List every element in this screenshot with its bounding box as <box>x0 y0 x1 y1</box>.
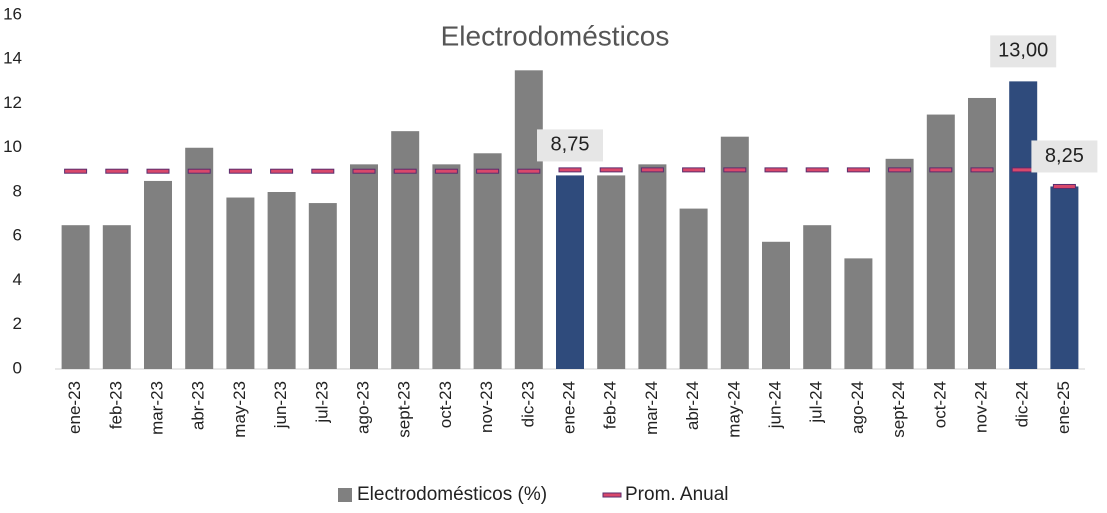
avg-marker <box>805 167 829 173</box>
avg-marker <box>846 167 870 173</box>
avg-marker <box>558 167 582 173</box>
x-tick-label: oct-23 <box>436 381 455 428</box>
y-tick-label: 16 <box>3 4 22 23</box>
bar <box>968 97 996 369</box>
data-label-box <box>1031 140 1098 173</box>
x-tick-label: mar-24 <box>642 381 661 435</box>
avg-marker <box>146 168 170 174</box>
bar <box>638 164 667 369</box>
bar <box>102 225 131 369</box>
bar <box>308 203 337 369</box>
bar <box>720 136 749 369</box>
avg-marker <box>311 168 335 174</box>
x-tick-label: ago-24 <box>848 381 867 434</box>
x-tick-label: mar-23 <box>147 381 166 435</box>
x-tick-label: sept-23 <box>395 381 414 438</box>
avg-marker <box>105 168 129 174</box>
bar <box>514 70 543 369</box>
y-tick-label: 0 <box>13 358 22 377</box>
avg-marker <box>682 167 706 173</box>
avg-marker <box>1011 167 1035 173</box>
x-tick-label: oct-24 <box>930 381 949 428</box>
data-label-box <box>537 129 603 162</box>
bar <box>926 114 955 369</box>
avg-marker <box>64 168 88 174</box>
x-tick-label: feb-24 <box>601 381 620 429</box>
x-tick-label: ene-23 <box>65 381 84 434</box>
legend-swatch <box>338 488 352 502</box>
x-tick-label: jul-24 <box>807 381 826 424</box>
bar <box>391 131 420 369</box>
bar <box>1050 186 1079 369</box>
bar <box>885 158 914 369</box>
y-tick-label: 14 <box>3 49 22 68</box>
x-tick-label: abr-23 <box>189 381 208 430</box>
legend-swatch <box>602 492 622 498</box>
data-label: 8,25 <box>1045 145 1084 167</box>
avg-marker <box>517 168 541 174</box>
x-tick-label: ene-24 <box>559 381 578 434</box>
avg-marker <box>929 167 953 173</box>
legend-label: Prom. Anual <box>625 484 729 505</box>
avg-marker <box>393 168 417 174</box>
data-label: 13,00 <box>998 40 1048 62</box>
bar <box>679 208 708 369</box>
x-tick-label: jul-23 <box>312 381 331 424</box>
avg-marker <box>352 168 376 174</box>
avg-marker <box>599 167 623 173</box>
x-tick-label: nov-23 <box>477 381 496 433</box>
avg-marker <box>723 167 747 173</box>
bar <box>350 164 378 369</box>
bar <box>185 147 214 369</box>
bar <box>556 175 584 369</box>
bar <box>844 258 873 369</box>
bar <box>432 164 461 369</box>
data-label-box <box>990 35 1057 68</box>
bar <box>267 192 296 369</box>
bar <box>144 180 172 369</box>
bar <box>762 241 790 369</box>
x-tick-label: dic-24 <box>1013 381 1032 427</box>
bar <box>473 153 502 369</box>
avg-marker <box>270 168 294 174</box>
x-tick-label: may-23 <box>230 381 249 438</box>
x-tick-label: may-24 <box>724 381 743 438</box>
data-label: 8,75 <box>551 134 590 156</box>
x-tick-label: nov-24 <box>971 381 990 433</box>
avg-marker <box>970 167 994 173</box>
y-tick-label: 8 <box>13 181 22 200</box>
x-tick-label: ago-23 <box>353 381 372 434</box>
bar <box>1009 81 1038 369</box>
x-tick-label: feb-23 <box>106 381 125 429</box>
avg-marker <box>764 167 788 173</box>
x-tick-label: sept-24 <box>889 381 908 438</box>
y-tick-label: 12 <box>3 93 22 112</box>
avg-marker <box>187 168 211 174</box>
bar <box>61 225 90 369</box>
bar <box>803 225 832 369</box>
bar <box>597 175 626 369</box>
avg-marker <box>434 168 458 174</box>
avg-marker <box>1052 183 1076 189</box>
x-tick-label: jun-23 <box>271 381 290 429</box>
avg-marker <box>476 168 500 174</box>
y-tick-label: 6 <box>13 226 22 245</box>
x-tick-label: jun-24 <box>765 381 784 429</box>
avg-marker <box>640 167 664 173</box>
legend-label: Electrodomésticos (%) <box>357 484 547 505</box>
x-tick-label: ene-25 <box>1054 381 1073 434</box>
avg-marker <box>888 167 912 173</box>
x-tick-label: dic-23 <box>518 381 537 427</box>
chart-title: Electrodomésticos <box>441 20 670 51</box>
y-tick-label: 10 <box>3 137 22 156</box>
avg-marker <box>228 168 252 174</box>
x-tick-label: abr-24 <box>683 381 702 430</box>
bar <box>226 197 255 369</box>
y-tick-label: 4 <box>13 270 22 289</box>
y-tick-label: 2 <box>13 314 22 333</box>
